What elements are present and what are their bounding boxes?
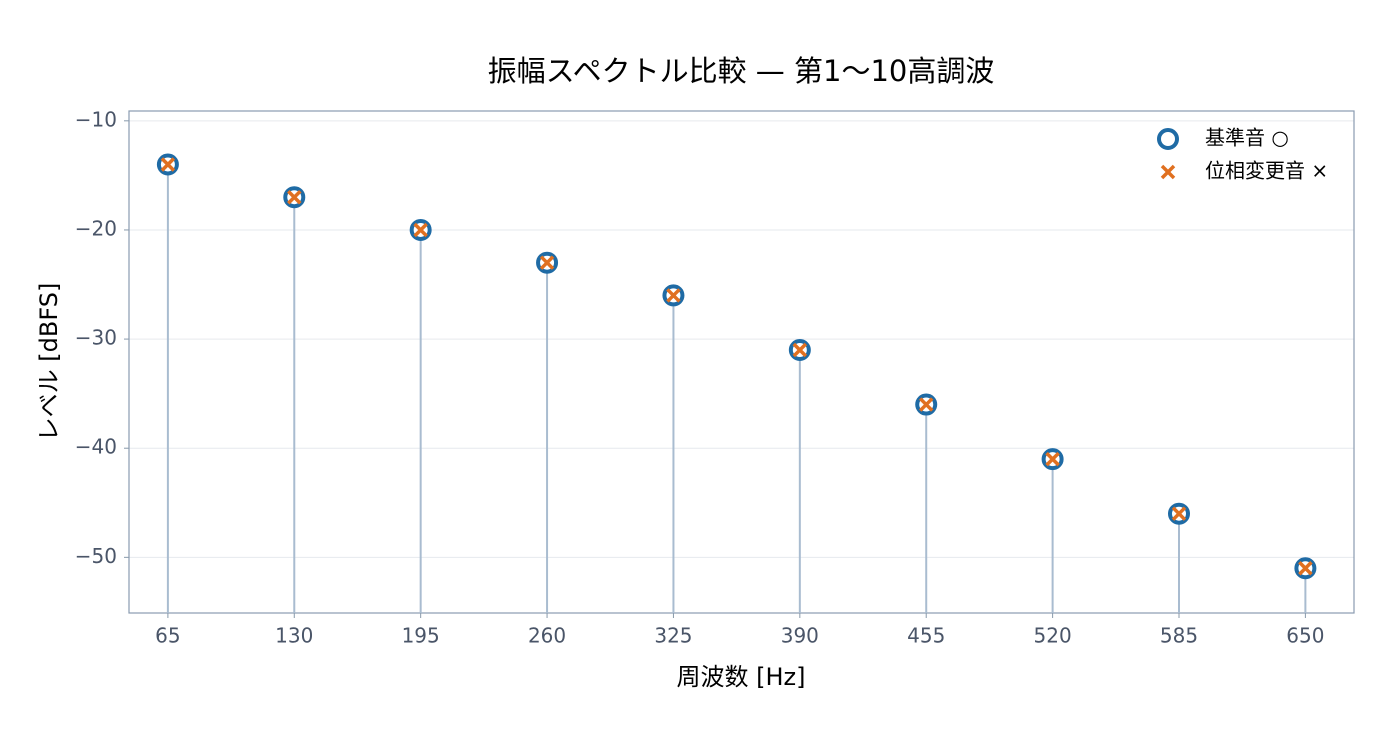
x-tick-label: 65 xyxy=(155,624,180,648)
chart-title: 振幅スペクトル比較 — 第1〜10高調波 xyxy=(488,54,995,88)
marker xyxy=(1298,561,1313,576)
y-tick-label: −50 xyxy=(75,544,117,568)
x-tick-label: 455 xyxy=(907,624,945,648)
x-tick-label: 650 xyxy=(1286,624,1324,648)
x-axis-label: 周波数 [Hz] xyxy=(677,663,806,691)
plot-frame xyxy=(128,110,1355,614)
x-tick-label: 325 xyxy=(654,624,692,648)
legend-label: 基準音 ○ xyxy=(1205,126,1289,150)
marker xyxy=(539,255,555,270)
marker xyxy=(792,342,808,358)
x-tick-label: 390 xyxy=(781,624,819,648)
marker xyxy=(918,397,934,412)
y-tick-label: −30 xyxy=(75,326,117,350)
y-axis-label: レベル [dBFS] xyxy=(35,283,63,442)
y-tick-label: −20 xyxy=(75,216,117,240)
marker xyxy=(1045,451,1060,467)
marker xyxy=(413,222,428,238)
x-tick-label: 520 xyxy=(1034,624,1072,648)
marker xyxy=(1171,506,1187,521)
legend-marker xyxy=(1157,128,1179,150)
y-tick-label: −40 xyxy=(75,435,117,459)
marker xyxy=(160,157,176,172)
x-tick-label: 585 xyxy=(1160,624,1198,648)
marker xyxy=(287,189,302,205)
x-tick-label: 260 xyxy=(528,624,566,648)
legend-label: 位相変更音 × xyxy=(1205,159,1328,183)
y-tick-label: −10 xyxy=(75,107,117,131)
x-tick-label: 195 xyxy=(402,624,440,648)
legend-marker xyxy=(1160,164,1176,180)
marker xyxy=(666,288,681,303)
x-tick-label: 130 xyxy=(275,624,313,648)
